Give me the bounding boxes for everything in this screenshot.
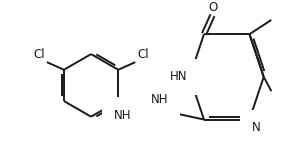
- Text: N: N: [251, 122, 260, 134]
- Text: O: O: [208, 1, 217, 14]
- Text: NH: NH: [114, 109, 132, 122]
- Text: HN: HN: [170, 70, 188, 83]
- Text: Cl: Cl: [33, 48, 45, 61]
- Text: Cl: Cl: [137, 48, 149, 61]
- Text: NH: NH: [150, 94, 168, 107]
